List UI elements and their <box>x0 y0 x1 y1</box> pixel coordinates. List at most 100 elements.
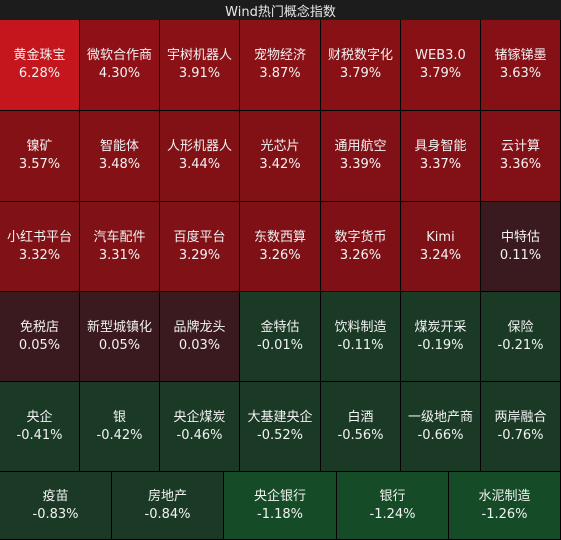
concept-tile[interactable]: 锗镓锑墨 3.63% <box>481 20 561 111</box>
concept-change: -0.41% <box>16 427 63 443</box>
heatmap-row: 疫苗 -0.83% 房地产 -0.84% 央企银行 -1.18% 银行 -1.24% 水泥制造 -… <box>0 472 561 540</box>
concept-change: -0.46% <box>176 427 223 443</box>
concept-name: 锗镓锑墨 <box>494 48 547 63</box>
concept-tile[interactable]: 数字货币 3.26% <box>321 202 401 292</box>
concept-change: -0.83% <box>32 506 79 522</box>
concept-name: 水泥制造 <box>478 488 531 504</box>
concept-tile[interactable]: 通用航空 3.39% <box>321 111 401 202</box>
concept-name: 具身智能 <box>414 139 467 154</box>
concept-tile[interactable]: 白酒 -0.56% <box>321 382 401 472</box>
concept-name: 汽车配件 <box>93 229 146 245</box>
concept-change: 3.87% <box>259 66 301 81</box>
concept-tile[interactable]: 东数西算 3.26% <box>240 202 321 292</box>
concept-tile[interactable]: 银行 -1.24% <box>337 472 449 540</box>
concept-name: 智能体 <box>99 139 139 154</box>
concept-tile[interactable]: 宠物经济 3.87% <box>240 20 321 111</box>
concept-name: 镍矿 <box>26 139 53 154</box>
concept-tile[interactable]: 保险 -0.21% <box>481 292 561 382</box>
heatmap-row: 免税店 0.05% 新型城镇化 0.05% 品牌龙头 0.03% 金特估 -0.01% 饮料制造… <box>0 292 561 382</box>
concept-change: 3.79% <box>339 66 382 81</box>
concept-change: 3.44% <box>178 157 221 172</box>
concept-tile[interactable]: 小红书平台 3.32% <box>0 202 80 292</box>
concept-change: 3.42% <box>259 157 301 172</box>
concept-tile[interactable]: 疫苗 -0.83% <box>0 472 112 540</box>
concept-tile[interactable]: 大基建央企 -0.52% <box>240 382 321 472</box>
concept-name: 新型城镇化 <box>86 319 152 335</box>
concept-change: -0.56% <box>337 427 384 443</box>
concept-name: 百度平台 <box>173 229 226 245</box>
concept-change: 3.57% <box>18 157 61 172</box>
concept-tile[interactable]: Kimi 3.24% <box>401 202 481 292</box>
concept-tile[interactable]: 免税店 0.05% <box>0 292 80 382</box>
concept-change: -0.84% <box>144 506 191 522</box>
heatmap-row: 镍矿 3.57% 智能体 3.48% 人形机器人 3.44% 光芯片 3.42% 通用航空 3.3… <box>0 111 561 202</box>
concept-change: -0.76% <box>497 427 544 443</box>
concept-name: 大基建央企 <box>247 409 313 425</box>
concept-name: 金特估 <box>260 319 300 335</box>
concept-change: 0.03% <box>178 337 221 353</box>
concept-name: 东数西算 <box>253 229 306 245</box>
concept-change: -0.11% <box>337 337 384 353</box>
concept-tile[interactable]: 央企 -0.41% <box>0 382 80 472</box>
concept-name: 中特估 <box>500 229 540 245</box>
concept-name: 一级地产商 <box>407 409 473 425</box>
concept-name: 宇树机器人 <box>166 48 232 63</box>
concept-tile[interactable]: 饮料制造 -0.11% <box>321 292 401 382</box>
concept-change: -0.52% <box>257 427 303 443</box>
concept-change: -0.19% <box>417 337 464 353</box>
concept-change: 3.63% <box>499 66 542 81</box>
concept-tile[interactable]: 煤炭开采 -0.19% <box>401 292 481 382</box>
concept-name: 宠物经济 <box>253 48 306 63</box>
concept-tile[interactable]: 微软合作商 4.30% <box>80 20 160 111</box>
concept-name: Kimi <box>426 229 455 245</box>
concept-change: 0.11% <box>499 247 542 263</box>
concept-change: 3.36% <box>499 157 542 172</box>
concept-name: 疫苗 <box>42 488 69 504</box>
concept-change: 3.32% <box>18 247 61 263</box>
concept-name: 白酒 <box>347 409 374 425</box>
concept-tile[interactable]: 一级地产商 -0.66% <box>401 382 481 472</box>
concept-tile[interactable]: 央企银行 -1.18% <box>224 472 337 540</box>
concept-tile[interactable]: 黄金珠宝 6.28% <box>0 20 80 111</box>
concept-name: 品牌龙头 <box>173 319 226 335</box>
concept-tile[interactable]: 汽车配件 3.31% <box>80 202 160 292</box>
concept-tile[interactable]: 金特估 -0.01% <box>240 292 321 382</box>
concept-tile[interactable]: 房地产 -0.84% <box>112 472 224 540</box>
window-title: Wind热门概念指数 <box>0 0 561 21</box>
concept-name: 房地产 <box>147 488 187 504</box>
concept-tile[interactable]: 百度平台 3.29% <box>160 202 240 292</box>
concept-name: 央企银行 <box>253 488 306 504</box>
concept-name: 免税店 <box>19 319 59 335</box>
concept-tile[interactable]: 央企煤炭 -0.46% <box>160 382 240 472</box>
concept-tile[interactable]: 人形机器人 3.44% <box>160 111 240 202</box>
concept-name: 央企煤炭 <box>173 409 226 425</box>
concept-name: 通用航空 <box>334 139 387 154</box>
concept-change: 3.91% <box>178 66 221 81</box>
concept-tile[interactable]: 水泥制造 -1.26% <box>449 472 561 540</box>
concept-tile[interactable]: WEB3.0 3.79% <box>401 20 481 111</box>
concept-change: 3.26% <box>259 247 301 263</box>
concept-tile[interactable]: 光芯片 3.42% <box>240 111 321 202</box>
concept-change: 3.79% <box>419 66 462 81</box>
concept-tile[interactable]: 具身智能 3.37% <box>401 111 481 202</box>
concept-tile[interactable]: 中特估 0.11% <box>481 202 561 292</box>
concept-name: WEB3.0 <box>415 48 466 63</box>
concept-change: -0.01% <box>257 337 303 353</box>
concept-change: 0.05% <box>18 337 61 353</box>
concept-tile[interactable]: 新型城镇化 0.05% <box>80 292 160 382</box>
concept-tile[interactable]: 财税数字化 3.79% <box>321 20 401 111</box>
concept-tile[interactable]: 品牌龙头 0.03% <box>160 292 240 382</box>
concept-name: 微软合作商 <box>86 48 152 63</box>
concept-name: 银行 <box>379 488 406 504</box>
concept-tile[interactable]: 镍矿 3.57% <box>0 111 80 202</box>
concept-change: -1.24% <box>369 506 416 522</box>
concept-change: -0.21% <box>497 337 544 353</box>
concept-tile[interactable]: 两岸融合 -0.76% <box>481 382 561 472</box>
concept-change: 3.29% <box>178 247 221 263</box>
concept-tile[interactable]: 云计算 3.36% <box>481 111 561 202</box>
concept-tile[interactable]: 宇树机器人 3.91% <box>160 20 240 111</box>
concept-name: 银 <box>112 409 126 425</box>
concept-change: 3.26% <box>339 247 382 263</box>
concept-tile[interactable]: 智能体 3.48% <box>80 111 160 202</box>
concept-tile[interactable]: 银 -0.42% <box>80 382 160 472</box>
